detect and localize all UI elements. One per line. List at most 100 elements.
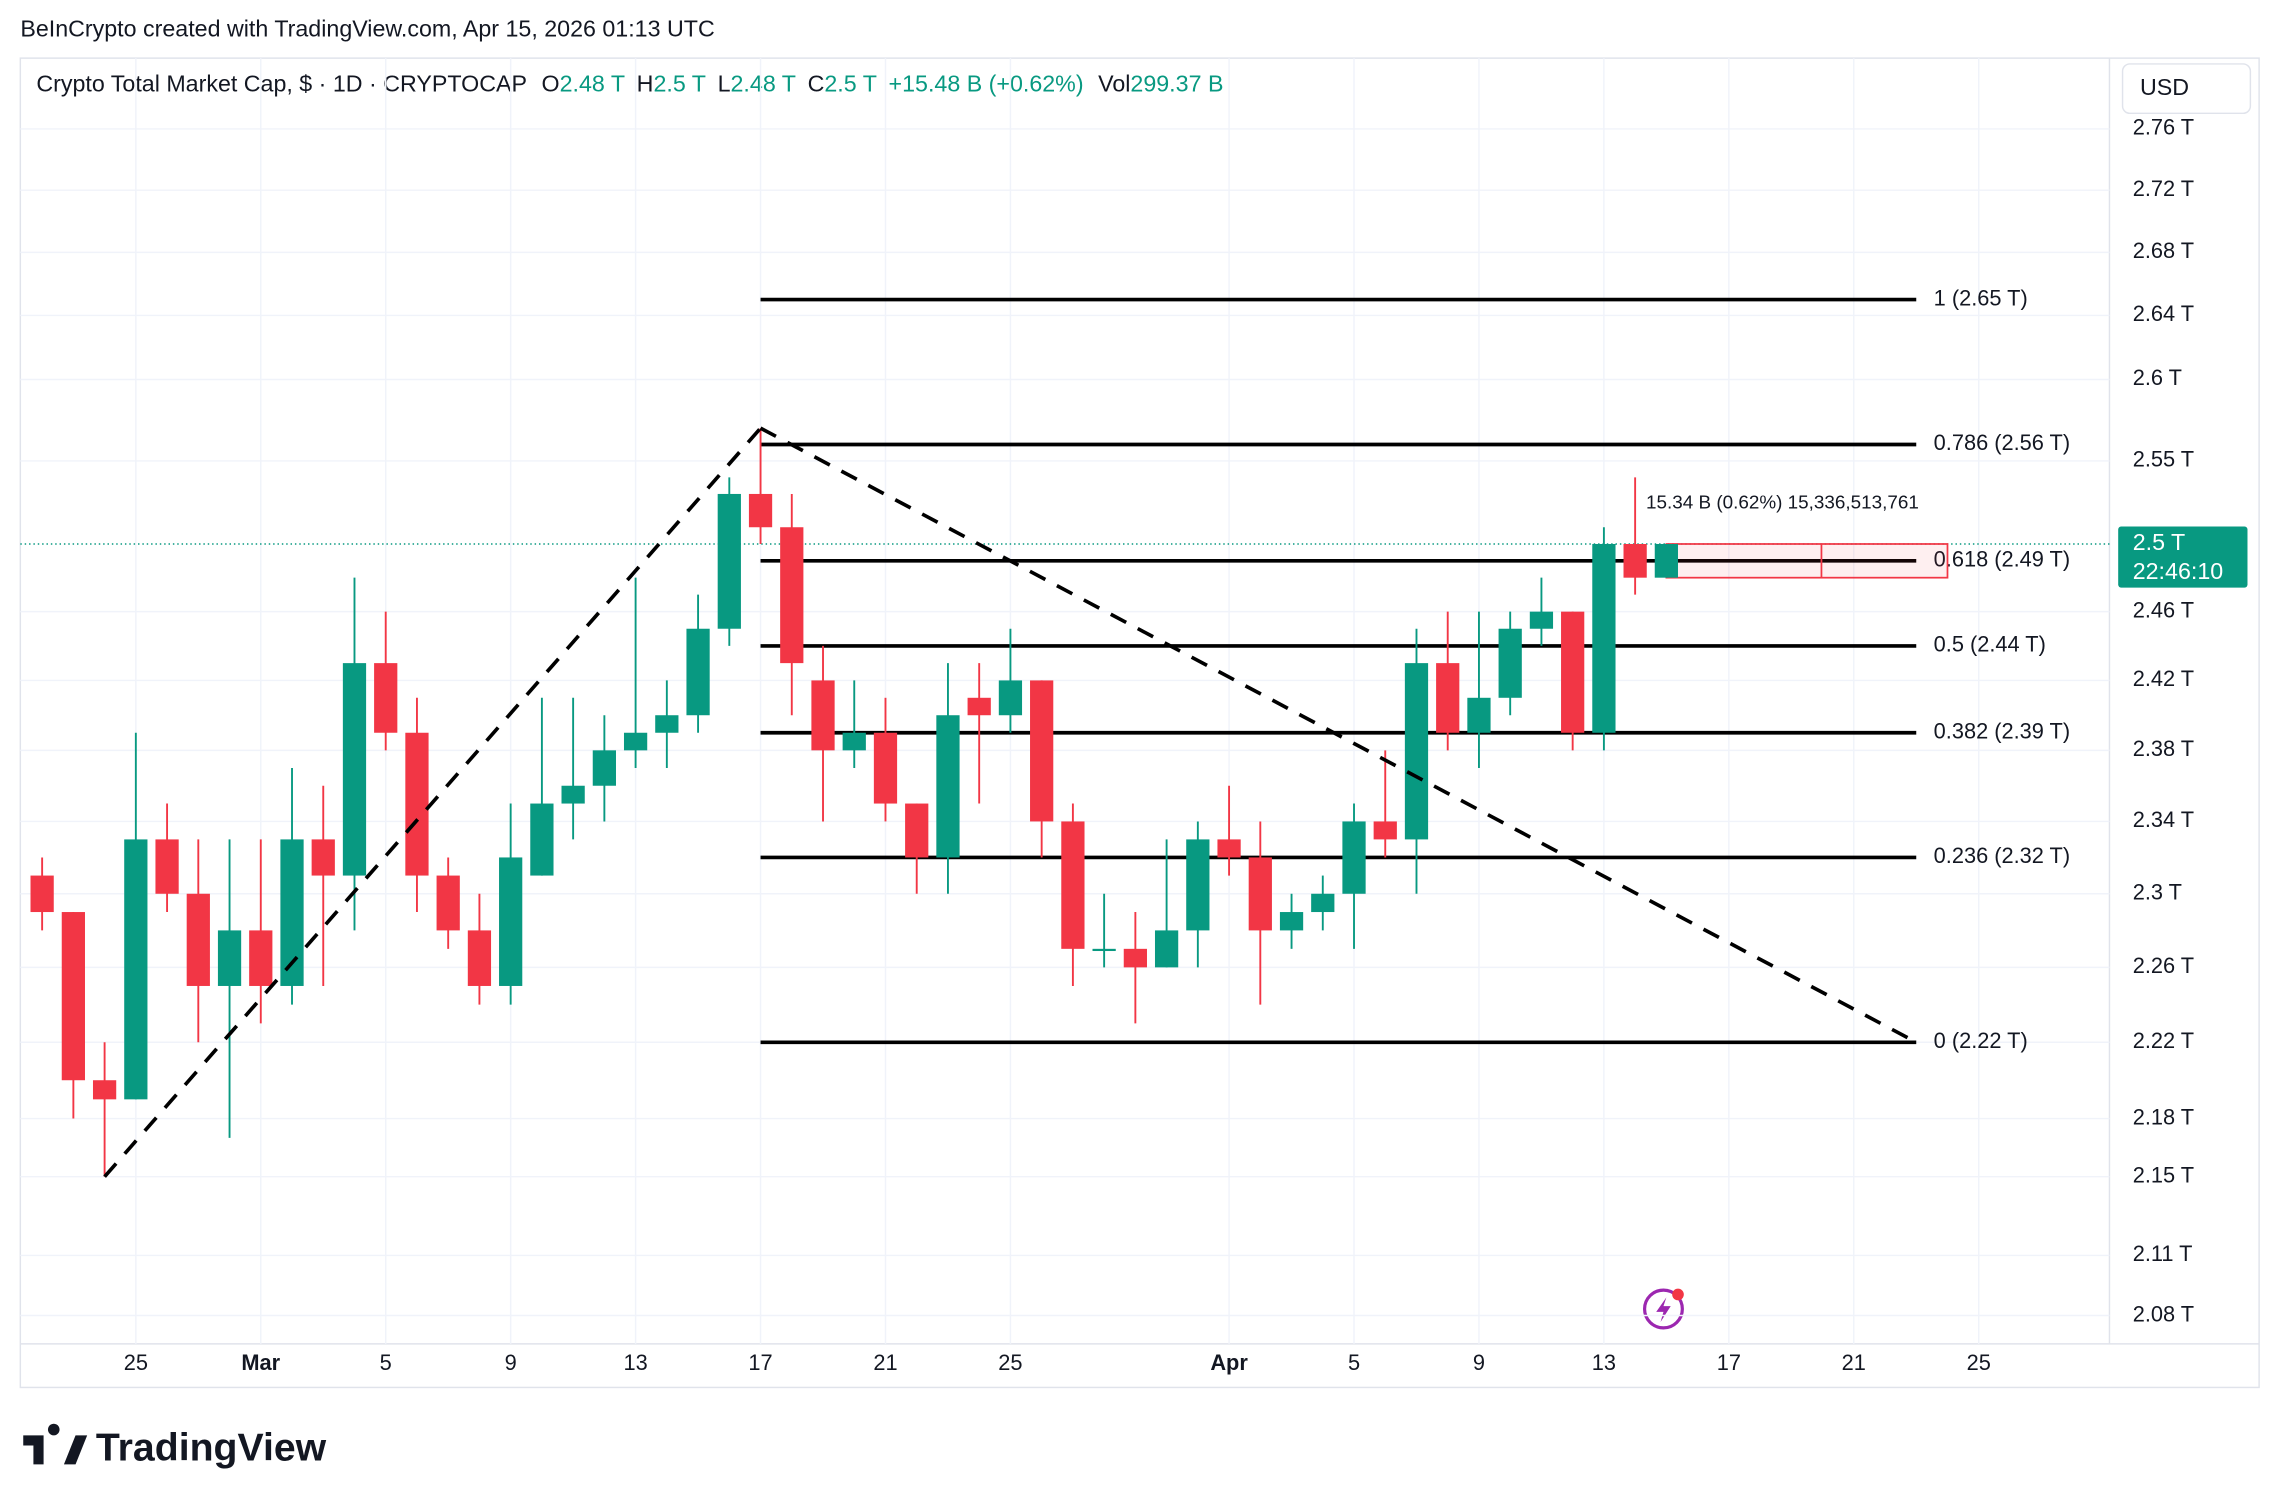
candle	[436, 857, 460, 949]
x-tick-label: 13	[623, 1350, 647, 1375]
candle	[249, 839, 273, 1024]
candle	[1154, 839, 1179, 968]
fib-label: 0.236 (2.32 T)	[1934, 843, 2070, 868]
candle	[1404, 628, 1429, 894]
candle	[1311, 875, 1335, 931]
candle	[1186, 821, 1210, 968]
fib-label: 1 (2.65 T)	[1934, 285, 2028, 310]
countdown: 22:46:10	[2133, 558, 2224, 584]
candle-body	[1498, 628, 1522, 698]
measure-box	[1665, 543, 1949, 579]
candle-body	[717, 493, 741, 629]
candle-body	[280, 839, 304, 986]
y-tick-label: 2.76 T	[2133, 115, 2194, 140]
y-tick-label: 2.64 T	[2133, 301, 2194, 326]
candle	[842, 680, 866, 768]
candle	[655, 680, 679, 768]
candle	[936, 663, 960, 894]
x-tick-label: 17	[1717, 1350, 1741, 1375]
candle	[92, 1042, 117, 1177]
candle-body	[499, 857, 523, 986]
trend-line	[759, 426, 1918, 1044]
legend-item: H	[637, 71, 654, 97]
x-tick-label: 9	[1473, 1350, 1485, 1375]
x-tick-label: 5	[380, 1350, 392, 1375]
candle-body	[1030, 680, 1054, 822]
legend-item: +15.48 B (+0.62%)	[889, 71, 1084, 97]
candle-body	[1342, 821, 1366, 894]
legend-item: 299.37 B	[1130, 71, 1223, 97]
candle-body	[186, 893, 210, 986]
candle-body	[1154, 930, 1179, 968]
candle	[717, 477, 741, 646]
candle-body	[1279, 912, 1304, 931]
candle-body	[30, 875, 54, 913]
candle	[780, 493, 804, 716]
y-tick-label: 2.55 T	[2133, 447, 2194, 472]
candle	[561, 697, 585, 840]
fib-label: 0.618 (2.49 T)	[1934, 547, 2070, 572]
candle-body	[1592, 543, 1616, 733]
y-tick-label: 2.46 T	[2133, 597, 2194, 622]
candle-body	[780, 527, 804, 664]
candle-body	[936, 715, 960, 858]
candle-body	[873, 732, 898, 804]
currency-button[interactable]	[2121, 63, 2252, 115]
y-tick-label: 2.34 T	[2133, 807, 2194, 832]
candle-body	[217, 930, 242, 986]
legend-item: Vol	[1098, 71, 1130, 97]
candle-body	[905, 803, 929, 858]
candle-body	[1092, 948, 1116, 952]
candle	[1592, 527, 1616, 751]
candle-body	[374, 663, 398, 733]
candle-body	[1623, 543, 1647, 578]
y-tick-label: 2.08 T	[2133, 1301, 2194, 1326]
candle	[61, 912, 85, 1119]
candle	[530, 697, 554, 876]
candle	[405, 697, 429, 913]
candle	[967, 663, 991, 804]
y-tick-label: 2.22 T	[2133, 1028, 2194, 1053]
candle-body	[1561, 611, 1585, 733]
candle-body	[1654, 543, 1678, 578]
legend-item: 2.5 T	[824, 71, 877, 97]
candle-body	[405, 732, 429, 876]
header: BeInCrypto created with TradingView.com,…	[20, 16, 714, 42]
candle	[186, 839, 210, 1043]
fib-label: 0.786 (2.56 T)	[1934, 430, 2070, 455]
legend-item: 2.48 T	[560, 71, 625, 97]
currency[interactable]: USD	[2140, 74, 2189, 100]
candle	[1623, 477, 1647, 595]
candle	[1342, 803, 1366, 949]
candle	[1654, 543, 1678, 578]
brand-logo: TradingView	[23, 1423, 327, 1469]
fib-label: 0.5 (2.44 T)	[1934, 632, 2046, 657]
alert-icon	[1642, 1288, 1684, 1330]
candle-body	[998, 680, 1023, 716]
x-tick-label: 5	[1348, 1350, 1360, 1375]
candle-body	[1529, 611, 1554, 629]
candle	[124, 732, 148, 1100]
candle	[1061, 803, 1085, 986]
x-tick-label: 9	[505, 1350, 517, 1375]
last-price-label: 2.5 T	[2133, 529, 2186, 555]
y-tick-label: 2.42 T	[2133, 666, 2194, 691]
legend-item: Crypto Total Market Cap, $ · 1D · CRYPTO…	[36, 71, 527, 97]
y-tick-label: 2.3 T	[2133, 880, 2182, 905]
y-tick-label: 2.6 T	[2133, 365, 2182, 390]
candle-body	[1311, 893, 1335, 913]
candle	[1467, 611, 1491, 768]
candle	[1373, 750, 1397, 858]
y-tick-label: 2.18 T	[2133, 1104, 2194, 1129]
candle	[374, 611, 398, 751]
candle-body	[842, 732, 866, 751]
x-tick-label: 25	[998, 1350, 1022, 1375]
candle	[686, 594, 710, 733]
candle	[873, 697, 898, 822]
x-tick-label: 17	[748, 1350, 772, 1375]
candle-body	[61, 912, 85, 1081]
candle	[1561, 611, 1585, 751]
y-tick-label: 2.11 T	[2133, 1241, 2193, 1266]
legend-item: 2.5 T	[653, 71, 706, 97]
